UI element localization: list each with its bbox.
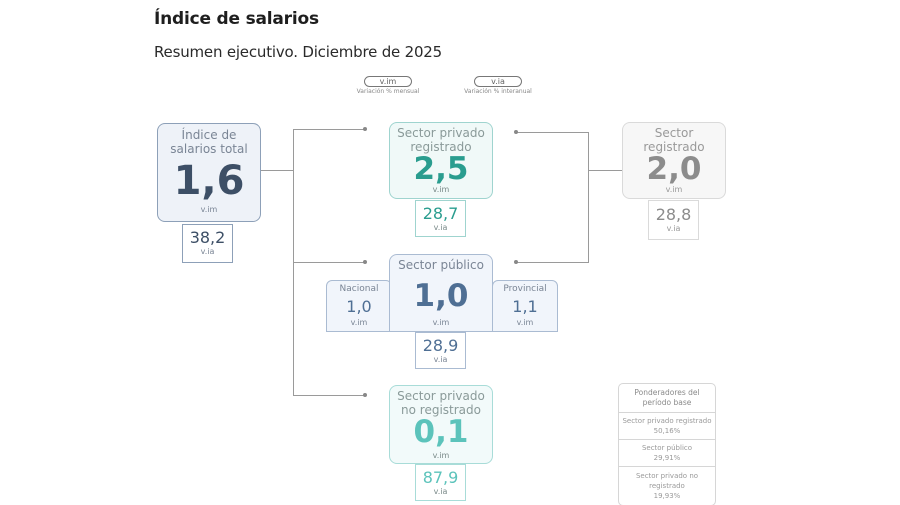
legend-pill-via: v.ia [474, 76, 522, 87]
legend-pill-vim: v.im [364, 76, 412, 87]
connector-dot [514, 130, 518, 134]
card-publico-nacional: Nacional 1,0 v.im [326, 280, 392, 332]
ponderadores-table: Ponderadores del período base Sector pri… [618, 383, 716, 505]
ponderadores-row: Sector público 29,91% [619, 439, 715, 466]
ponderadores-row: Sector privado no registrado 19,93% [619, 466, 715, 505]
page-title: Índice de salarios [154, 9, 319, 29]
connector-dot [363, 260, 367, 264]
connector [293, 262, 365, 263]
connector [588, 170, 623, 171]
card-publico: Sector público 1,0 v.im [389, 254, 493, 332]
ponderadores-row: Sector privado registrado 50,16% [619, 412, 715, 439]
connector [261, 170, 294, 171]
legend-caption-via: Variación % interanual [464, 88, 532, 95]
legend-vim: v.im [364, 76, 412, 87]
connector-dot [363, 393, 367, 397]
ponderadores-title: Ponderadores del período base [634, 388, 700, 407]
connector-dot [514, 260, 518, 264]
legend-caption-vim: Variación % mensual [356, 88, 420, 95]
card-publico-provincial: Provincial 1,1 v.im [492, 280, 558, 332]
connector-dot [363, 127, 367, 131]
connector [293, 129, 365, 130]
connector [293, 395, 365, 396]
card-no-registrado: Sector privado no registrado 0,1 v.im [389, 385, 493, 464]
card-total-via: 38,2 v.ia [182, 224, 233, 263]
card-total: Índice de salarios total 1,6 v.im [157, 123, 261, 222]
connector [516, 132, 588, 133]
page-subtitle: Resumen ejecutivo. Diciembre de 2025 [154, 43, 442, 61]
connector [516, 262, 588, 263]
card-registrado: Sector registrado 2,0 v.im [622, 122, 726, 199]
connector [588, 132, 589, 263]
legend-via: v.ia [474, 76, 522, 87]
card-publico-via: 28,9 v.ia [415, 332, 466, 369]
card-privado-registrado: Sector privado registrado 2,5 v.im [389, 122, 493, 199]
card-registrado-via: 28,8 v.ia [648, 200, 699, 240]
card-privado-registrado-via: 28,7 v.ia [415, 200, 466, 237]
card-no-registrado-via: 87,9 v.ia [415, 464, 466, 501]
